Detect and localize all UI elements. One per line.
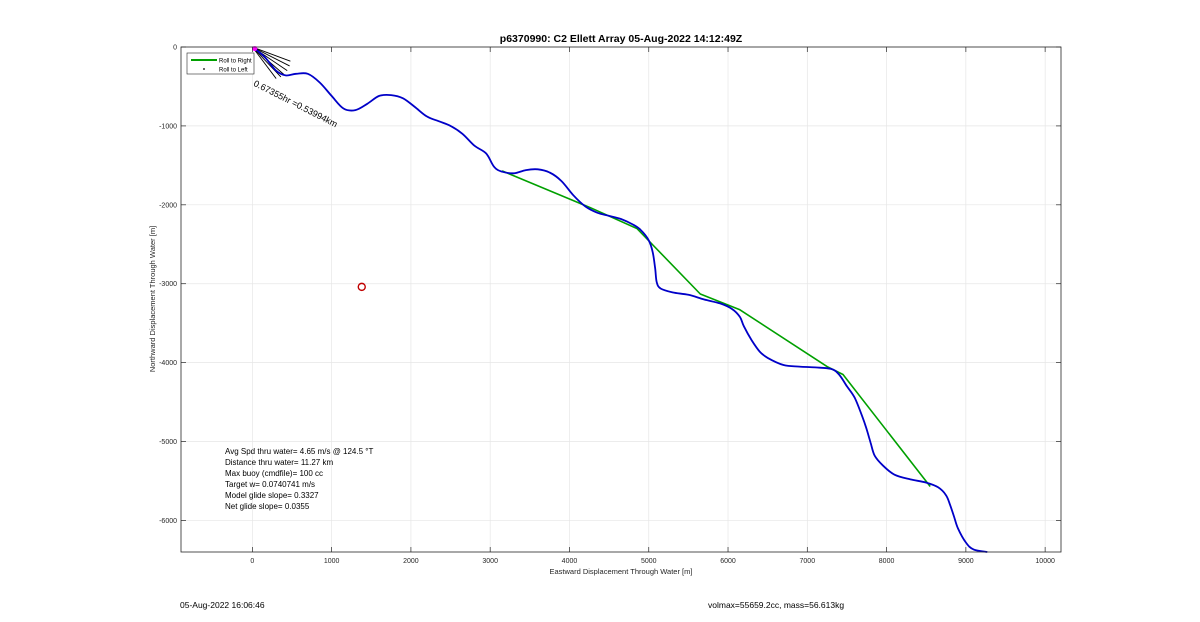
y-tick-label: -2000 — [159, 202, 177, 209]
y-tick-label: -1000 — [159, 123, 177, 130]
y-tick-label: -6000 — [159, 518, 177, 525]
x-tick-label: 4000 — [562, 558, 578, 565]
stats-text-block: Avg Spd thru water= 4.65 m/s @ 124.5 °T … — [225, 447, 373, 511]
legend-label-roll-right: Roll to Right — [219, 59, 252, 65]
x-tick-label: 0 — [250, 558, 254, 565]
footer-timestamp: 05-Aug-2022 16:06:46 — [180, 600, 265, 610]
heading-vector-line — [252, 46, 290, 67]
heading-vector-line — [252, 46, 291, 62]
series-roll-right-line — [501, 170, 931, 487]
stat-distance: Distance thru water= 11.27 km — [225, 458, 333, 467]
legend-swatch-roll-left — [203, 68, 205, 70]
y-tick-label: -4000 — [159, 360, 177, 367]
legend: Roll to Right Roll to Left — [186, 52, 255, 75]
heading-vector-line — [252, 46, 282, 78]
stat-max-buoy: Max buoy (cmdfile)= 100 cc — [225, 469, 323, 478]
heading-vector-line — [251, 46, 277, 79]
x-tick-label: 2000 — [403, 558, 419, 565]
stat-target-w: Target w= 0.0740741 m/s — [225, 480, 315, 489]
x-tick-label: 1000 — [324, 558, 340, 565]
x-tick-label: 10000 — [1035, 558, 1055, 565]
y-tick-label: -3000 — [159, 281, 177, 288]
target-marker — [357, 282, 366, 292]
x-tick-label: 7000 — [800, 558, 816, 565]
y-axis-label: Northward Displacement Through Water [m] — [148, 226, 157, 372]
y-tick-label: -5000 — [159, 439, 177, 446]
tick-labels: 0 1000 2000 3000 4000 5000 6000 7000 8000 9000 100… — [159, 45, 1061, 565]
footer-volmax-mass: volmax=55659.2cc, mass=56.613kg — [708, 600, 845, 610]
chart-title: p6370990: C2 Ellett Array 05-Aug-2022 14… — [500, 33, 743, 45]
legend-label-roll-left: Roll to Left — [219, 68, 248, 74]
series-track-line — [251, 46, 988, 553]
axes-box — [180, 46, 1062, 553]
x-tick-label: 8000 — [879, 558, 895, 565]
x-tick-label: 9000 — [958, 558, 974, 565]
x-tick-label: 5000 — [641, 558, 657, 565]
stat-avg-speed: Avg Spd thru water= 4.65 m/s @ 124.5 °T — [225, 447, 373, 456]
stat-net-glide-slope: Net glide slope= 0.0355 — [225, 502, 310, 511]
data-lines — [251, 46, 988, 553]
x-axis-label: Eastward Displacement Through Water [m] — [550, 567, 693, 576]
stat-model-glide-slope: Model glide slope= 0.3327 — [225, 491, 319, 500]
y-tick-label: 0 — [173, 45, 177, 52]
x-tick-label: 6000 — [720, 558, 736, 565]
x-tick-label: 3000 — [482, 558, 498, 565]
